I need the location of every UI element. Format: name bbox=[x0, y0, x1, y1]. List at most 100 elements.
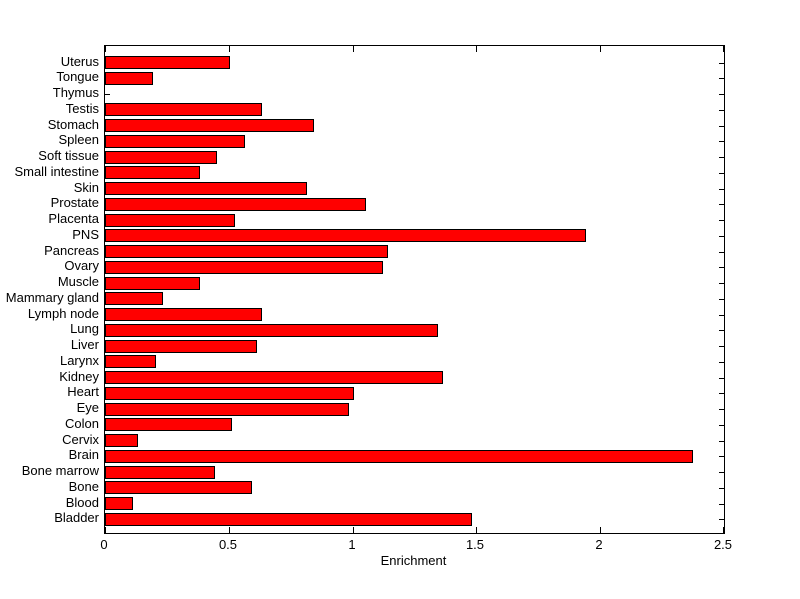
x-tick-label: 1 bbox=[348, 537, 356, 552]
y-tick-mark-right bbox=[719, 346, 724, 347]
y-tick-mark-right bbox=[719, 110, 724, 111]
y-category-label-placenta: Placenta bbox=[48, 211, 99, 226]
y-category-label-spleen: Spleen bbox=[58, 132, 99, 147]
y-category-label-lymph-node: Lymph node bbox=[27, 306, 99, 321]
y-category-label-thymus: Thymus bbox=[52, 85, 99, 100]
y-tick-mark-right bbox=[719, 456, 724, 457]
y-tick-mark-right bbox=[719, 173, 724, 174]
y-tick-mark-right bbox=[719, 299, 724, 300]
x-tick-mark bbox=[476, 46, 477, 52]
y-tick-mark-right bbox=[719, 425, 724, 426]
y-tick-mark-right bbox=[719, 141, 724, 142]
x-tick-label: 2 bbox=[595, 537, 603, 552]
y-tick-mark-right bbox=[719, 488, 724, 489]
x-tick-mark bbox=[353, 46, 354, 52]
x-tick-mark bbox=[105, 46, 106, 52]
y-category-label-brain: Brain bbox=[68, 447, 99, 462]
bar-testis bbox=[105, 103, 262, 116]
y-category-label-mammary-gland: Mammary gland bbox=[5, 290, 99, 305]
y-category-label-pns: PNS bbox=[72, 227, 99, 242]
y-tick-mark-right bbox=[719, 362, 724, 363]
plot-area bbox=[104, 45, 725, 534]
bar-spleen bbox=[105, 135, 245, 148]
bar-bone bbox=[105, 481, 252, 494]
bar-tongue bbox=[105, 72, 153, 85]
bar-skin bbox=[105, 182, 307, 195]
bar-ovary bbox=[105, 261, 383, 274]
y-tick-mark-right bbox=[719, 393, 724, 394]
bar-muscle bbox=[105, 277, 200, 290]
y-tick-mark-right bbox=[719, 126, 724, 127]
y-tick-mark-right bbox=[719, 472, 724, 473]
bar-pns bbox=[105, 229, 586, 242]
y-tick-mark-right bbox=[719, 315, 724, 316]
x-tick-label: 0 bbox=[100, 537, 108, 552]
bar-prostate bbox=[105, 198, 366, 211]
bar-heart bbox=[105, 387, 354, 400]
y-category-label-prostate: Prostate bbox=[50, 195, 99, 210]
y-category-label-liver: Liver bbox=[70, 337, 99, 352]
y-category-label-skin: Skin bbox=[73, 180, 99, 195]
y-category-label-pancreas: Pancreas bbox=[44, 243, 99, 258]
y-category-label-kidney: Kidney bbox=[59, 369, 99, 384]
x-tick-label: 0.5 bbox=[218, 537, 238, 552]
y-category-label-bone: Bone bbox=[68, 479, 99, 494]
x-tick-mark bbox=[476, 527, 477, 533]
y-category-label-eye: Eye bbox=[76, 400, 99, 415]
y-category-label-cervix: Cervix bbox=[62, 432, 99, 447]
x-tick-mark bbox=[229, 527, 230, 533]
y-category-label-bladder: Bladder bbox=[54, 510, 99, 525]
y-tick-mark-right bbox=[719, 157, 724, 158]
y-tick-mark-right bbox=[719, 204, 724, 205]
y-tick-mark-right bbox=[719, 504, 724, 505]
y-category-label-blood: Blood bbox=[65, 495, 99, 510]
y-tick-mark-right bbox=[719, 189, 724, 190]
y-category-label-stomach: Stomach bbox=[47, 117, 99, 132]
y-tick-mark-right bbox=[719, 267, 724, 268]
y-category-label-ovary: Ovary bbox=[64, 258, 99, 273]
bar-cervix bbox=[105, 434, 138, 447]
y-category-label-small-intestine: Small intestine bbox=[14, 164, 99, 179]
y-tick-mark-left bbox=[105, 94, 110, 95]
bar-lymph-node bbox=[105, 308, 262, 321]
bar-stomach bbox=[105, 119, 314, 132]
y-tick-mark-right bbox=[719, 409, 724, 410]
y-tick-mark-right bbox=[719, 78, 724, 79]
y-tick-mark-right bbox=[719, 330, 724, 331]
y-category-label-larynx: Larynx bbox=[59, 353, 99, 368]
y-tick-mark-right bbox=[719, 283, 724, 284]
bar-larynx bbox=[105, 355, 156, 368]
y-category-label-lung: Lung bbox=[70, 321, 99, 336]
x-tick-mark bbox=[229, 46, 230, 52]
x-tick-mark bbox=[600, 527, 601, 533]
y-tick-mark-right bbox=[719, 63, 724, 64]
bar-bladder bbox=[105, 513, 472, 526]
y-category-label-muscle: Muscle bbox=[57, 274, 99, 289]
x-axis-label: Enrichment bbox=[380, 553, 447, 568]
y-tick-mark-right bbox=[719, 252, 724, 253]
bar-uterus bbox=[105, 56, 230, 69]
bar-pancreas bbox=[105, 245, 388, 258]
x-tick-mark bbox=[600, 46, 601, 52]
bar-eye bbox=[105, 403, 349, 416]
x-tick-mark bbox=[723, 46, 724, 52]
bar-mammary-gland bbox=[105, 292, 163, 305]
y-tick-mark-right bbox=[719, 94, 724, 95]
bar-liver bbox=[105, 340, 257, 353]
x-tick-label: 2.5 bbox=[713, 537, 733, 552]
x-tick-mark bbox=[105, 527, 106, 533]
y-tick-mark-right bbox=[719, 236, 724, 237]
y-tick-mark-right bbox=[719, 441, 724, 442]
bar-brain bbox=[105, 450, 693, 463]
y-category-label-colon: Colon bbox=[65, 416, 99, 431]
bar-placenta bbox=[105, 214, 235, 227]
y-category-label-heart: Heart bbox=[67, 384, 99, 399]
bar-kidney bbox=[105, 371, 443, 384]
bar-soft-tissue bbox=[105, 151, 217, 164]
bar-colon bbox=[105, 418, 232, 431]
y-category-label-testis: Testis bbox=[65, 101, 99, 116]
x-tick-mark bbox=[353, 527, 354, 533]
bar-blood bbox=[105, 497, 133, 510]
y-tick-mark-right bbox=[719, 519, 724, 520]
